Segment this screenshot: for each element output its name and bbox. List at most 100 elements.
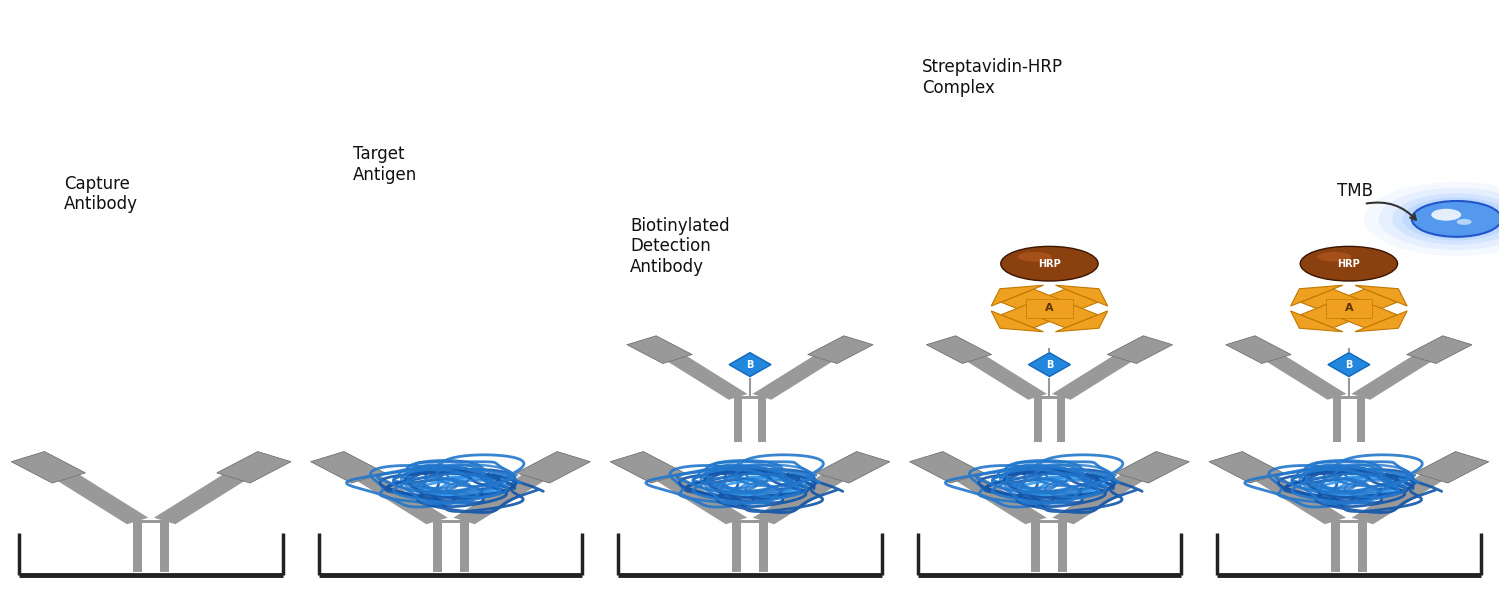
Polygon shape <box>1332 289 1398 315</box>
Polygon shape <box>1326 299 1372 317</box>
Bar <box>758 397 766 442</box>
Bar <box>759 521 768 572</box>
Bar <box>459 521 468 572</box>
Bar <box>432 521 441 572</box>
Circle shape <box>1431 209 1461 221</box>
Polygon shape <box>968 356 1047 400</box>
Text: HRP: HRP <box>1038 259 1060 269</box>
Polygon shape <box>1114 452 1190 483</box>
Polygon shape <box>516 452 591 483</box>
Polygon shape <box>627 336 692 364</box>
Polygon shape <box>1209 452 1282 483</box>
Polygon shape <box>808 336 873 364</box>
Bar <box>432 520 468 523</box>
Bar <box>1058 397 1065 442</box>
Bar <box>1358 397 1365 442</box>
Polygon shape <box>217 452 291 483</box>
Bar <box>1034 397 1041 442</box>
Polygon shape <box>957 475 1047 524</box>
Polygon shape <box>310 452 386 483</box>
Circle shape <box>1378 188 1500 250</box>
Bar <box>1330 520 1366 523</box>
Polygon shape <box>729 353 771 377</box>
Polygon shape <box>58 475 148 524</box>
Polygon shape <box>453 475 543 524</box>
Polygon shape <box>1056 311 1107 332</box>
Polygon shape <box>1026 299 1072 317</box>
Circle shape <box>1402 197 1500 241</box>
Polygon shape <box>1056 285 1107 306</box>
Polygon shape <box>1052 356 1131 400</box>
Bar <box>1334 397 1365 399</box>
Ellipse shape <box>1317 252 1352 262</box>
Ellipse shape <box>1019 252 1052 262</box>
Polygon shape <box>1354 285 1407 306</box>
Ellipse shape <box>1300 247 1398 281</box>
Circle shape <box>1392 193 1500 245</box>
Polygon shape <box>1352 475 1442 524</box>
Circle shape <box>1364 182 1500 256</box>
Bar <box>134 520 170 523</box>
Polygon shape <box>992 285 1044 306</box>
Polygon shape <box>753 356 833 400</box>
Bar <box>1330 521 1340 572</box>
Text: Capture
Antibody: Capture Antibody <box>64 175 138 214</box>
Polygon shape <box>1300 289 1365 315</box>
Polygon shape <box>909 452 984 483</box>
Polygon shape <box>154 475 244 524</box>
Polygon shape <box>1256 475 1346 524</box>
Text: Target
Antigen: Target Antigen <box>352 145 417 184</box>
Polygon shape <box>10 452 86 483</box>
Bar <box>134 521 142 572</box>
Bar <box>732 520 768 523</box>
Polygon shape <box>1352 356 1431 400</box>
Text: A: A <box>1344 304 1353 313</box>
Polygon shape <box>1268 356 1347 400</box>
Polygon shape <box>1034 302 1098 328</box>
Polygon shape <box>816 452 890 483</box>
Polygon shape <box>1414 452 1490 483</box>
Bar <box>1032 520 1068 523</box>
Bar <box>160 521 170 572</box>
Polygon shape <box>1354 311 1407 332</box>
Polygon shape <box>610 452 684 483</box>
Circle shape <box>1456 219 1472 225</box>
Text: B: B <box>1346 359 1353 370</box>
Polygon shape <box>1052 475 1143 524</box>
Polygon shape <box>1328 353 1370 377</box>
Polygon shape <box>1107 336 1173 364</box>
Text: Streptavidin-HRP
Complex: Streptavidin-HRP Complex <box>922 58 1064 97</box>
Polygon shape <box>357 475 448 524</box>
Polygon shape <box>668 356 747 400</box>
Polygon shape <box>1290 285 1342 306</box>
Text: Biotinylated
Detection
Antibody: Biotinylated Detection Antibody <box>630 217 730 276</box>
Polygon shape <box>1000 289 1065 315</box>
Bar <box>1059 521 1068 572</box>
Polygon shape <box>1029 353 1071 377</box>
Bar <box>1358 521 1366 572</box>
Polygon shape <box>1290 311 1342 332</box>
Bar <box>734 397 766 399</box>
Polygon shape <box>927 336 992 364</box>
Bar <box>734 397 742 442</box>
Text: B: B <box>1046 359 1053 370</box>
Bar <box>1034 397 1065 399</box>
Polygon shape <box>753 475 843 524</box>
Text: A: A <box>1046 304 1054 313</box>
Text: TMB: TMB <box>1336 182 1372 200</box>
Polygon shape <box>992 311 1044 332</box>
Ellipse shape <box>1000 247 1098 281</box>
Bar <box>1334 397 1341 442</box>
Polygon shape <box>1300 302 1365 328</box>
Circle shape <box>1412 201 1500 237</box>
Text: B: B <box>747 359 753 370</box>
Bar <box>732 521 741 572</box>
Bar <box>1032 521 1041 572</box>
Polygon shape <box>1034 289 1098 315</box>
Text: HRP: HRP <box>1338 259 1360 269</box>
Polygon shape <box>1000 302 1065 328</box>
Polygon shape <box>1332 302 1398 328</box>
Polygon shape <box>1226 336 1292 364</box>
Polygon shape <box>657 475 747 524</box>
Polygon shape <box>1407 336 1472 364</box>
